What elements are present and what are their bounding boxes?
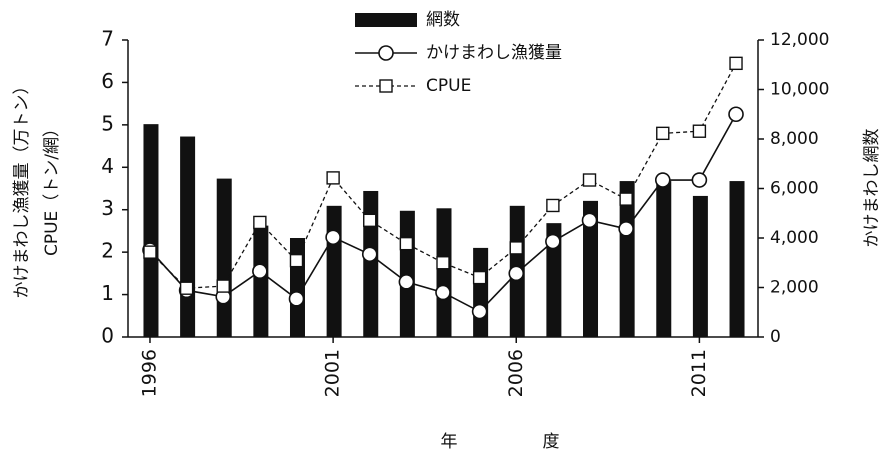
point [326, 171, 340, 185]
bar [363, 190, 379, 337]
legend-swatch [355, 13, 417, 27]
y2-axis-label: かけまわし網数 [862, 129, 882, 248]
y-axis-label: CPUE（トン/網） [42, 120, 62, 256]
y-tick-label: 5 [101, 111, 114, 135]
legend-label: CPUE [426, 76, 471, 96]
point [143, 245, 157, 259]
point [289, 253, 304, 268]
x-tick-label: 2006 [505, 349, 527, 397]
bar [729, 181, 745, 337]
point [508, 265, 525, 282]
bar [326, 205, 342, 337]
y2-tick-label: 8,000 [770, 129, 819, 149]
point [581, 212, 598, 229]
bar [436, 208, 452, 337]
point [363, 213, 377, 228]
x-tick-label: 2011 [688, 349, 710, 397]
point [436, 256, 450, 270]
point [399, 236, 414, 251]
bar [399, 210, 415, 337]
y2-tick-label: 4,000 [770, 228, 819, 248]
point [398, 274, 415, 290]
y2-tick-label: 0 [770, 327, 781, 347]
y2-tick-label: 10,000 [770, 80, 829, 100]
point [729, 56, 743, 71]
bar [473, 247, 489, 337]
y2-tick-label: 2,000 [770, 278, 819, 298]
y2-tick-label: 6,000 [770, 179, 819, 199]
point [509, 241, 523, 255]
y-tick-label: 1 [101, 281, 114, 305]
bar [180, 136, 196, 337]
point [325, 229, 341, 246]
y2-tick-label: 12,000 [770, 30, 829, 50]
bar [619, 181, 635, 337]
y-tick-label: 0 [101, 324, 114, 348]
legend-label: かけまわし漁獲量 [426, 43, 562, 63]
bar [143, 124, 159, 338]
point [472, 270, 487, 285]
point [691, 172, 708, 188]
point [692, 124, 707, 138]
point [252, 263, 268, 280]
point [582, 173, 597, 187]
point [471, 303, 488, 320]
point [288, 291, 305, 307]
point [545, 233, 561, 250]
point [546, 198, 560, 213]
x-tick-label: 2001 [322, 349, 344, 397]
point [253, 215, 267, 230]
point [654, 172, 671, 188]
y-tick-label: 7 [101, 27, 114, 51]
point [361, 246, 378, 263]
point [216, 279, 230, 293]
bar [692, 195, 708, 337]
y-tick-label: 2 [101, 239, 114, 263]
bar [216, 178, 232, 337]
x-tick-label: 1996 [138, 349, 160, 397]
point [728, 106, 744, 123]
bar [656, 181, 672, 337]
x-axis-label: 年 度 [441, 432, 560, 452]
bar [583, 200, 599, 337]
y-tick-label: 4 [101, 154, 114, 178]
legend-marker [379, 79, 393, 93]
legend-label: 網数 [426, 10, 460, 30]
point [179, 281, 194, 295]
point [435, 284, 451, 301]
y-axis-label: かけまわし漁獲量（万トン） [12, 78, 32, 299]
bar [253, 225, 269, 337]
y-tick-label: 6 [101, 69, 114, 93]
point [656, 126, 670, 141]
bar [546, 223, 562, 337]
point [619, 192, 633, 206]
point [618, 221, 634, 237]
legend-marker [378, 45, 394, 61]
y-tick-label: 3 [101, 196, 114, 220]
